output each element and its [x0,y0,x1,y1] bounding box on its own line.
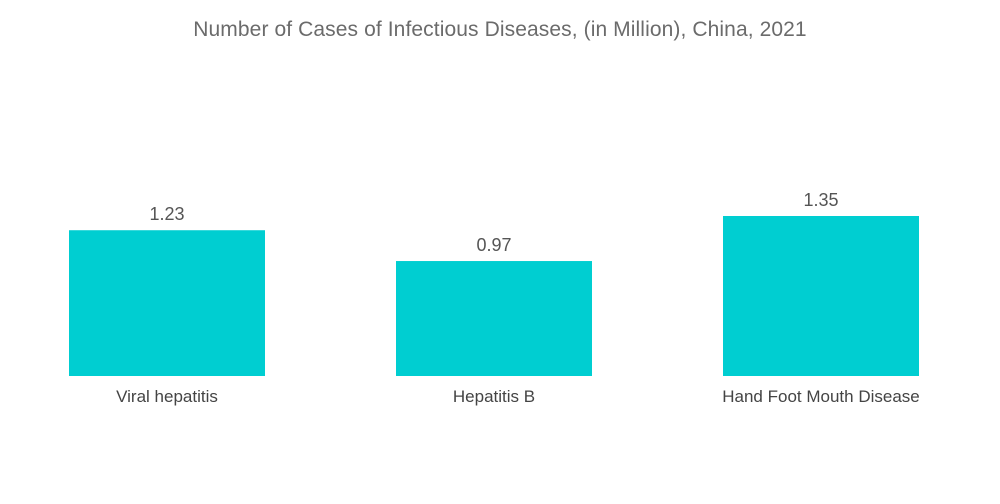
category-label: Hand Foot Mouth Disease [722,387,920,406]
bar-2 [396,261,592,376]
bar-value-label: 1.23 [149,204,184,224]
bar-value-label: 0.97 [476,235,511,255]
category-label: Hepatitis B [453,387,535,406]
category-label: Viral hepatitis [116,387,218,406]
bars-layer [69,216,919,376]
bar-value-label: 1.35 [803,190,838,210]
bar-1 [69,230,265,376]
bar-3 [723,216,919,376]
category-labels-layer: Viral hepatitis Hepatitis B Hand Foot Mout… [116,387,920,406]
value-labels-layer: 1.23 0.97 1.35 [149,190,838,255]
chart-title: Number of Cases of Infectious Diseases, … [193,18,807,41]
